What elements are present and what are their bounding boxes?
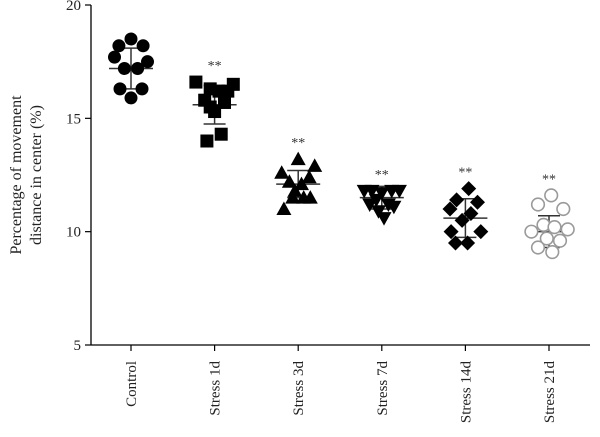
- point-stress-21d: [552, 233, 568, 248]
- point-stress-21d: [547, 220, 562, 235]
- point-stress-3d: [307, 158, 323, 172]
- x-tick-label-stress-1d: Stress 1d: [208, 361, 224, 416]
- point-control: [124, 91, 138, 105]
- point-stress-21d: [545, 244, 560, 260]
- point-control: [136, 39, 150, 53]
- point-stress-14d: [461, 181, 477, 197]
- significance-label-stress-14d: **: [458, 166, 472, 181]
- point-stress-14d: [470, 194, 485, 210]
- point-control: [112, 39, 126, 53]
- point-stress-14d: [463, 206, 479, 222]
- point-stress-14d: [473, 224, 489, 240]
- point-stress-21d: [539, 231, 554, 246]
- significance-label-stress-1d: **: [208, 59, 222, 74]
- significance-labels: ** ** ** ** **: [208, 59, 556, 187]
- y-axis-label-line-2: distance in center (%): [28, 105, 45, 245]
- point-control: [117, 61, 131, 75]
- summary-lines: [109, 47, 571, 249]
- x-tick-label-stress-21d: Stress 21d: [542, 361, 558, 424]
- point-stress-14d: [449, 192, 465, 208]
- y-tick-label: 15: [66, 111, 81, 127]
- x-tick-label-control: Control: [124, 361, 140, 407]
- point-stress-3d: [281, 174, 297, 188]
- x-tick-label-stress-3d: Stress 3d: [291, 361, 307, 416]
- point-stress-3d: [290, 151, 306, 166]
- point-stress-3d: [276, 201, 292, 215]
- point-stress-1d: [208, 105, 222, 119]
- point-stress-3d: [274, 165, 290, 179]
- point-stress-7d: [362, 198, 378, 212]
- y-axis-label-line-1: Percentage of movement: [8, 95, 25, 255]
- point-stress-14d: [460, 235, 476, 251]
- point-stress-21d: [530, 197, 546, 212]
- point-control: [108, 50, 121, 64]
- y-tick-label: 5: [74, 338, 82, 354]
- point-stress-1d: [200, 134, 214, 148]
- x-tick-label-stress-14d: Stress 14d: [458, 361, 474, 424]
- point-stress-7d: [386, 200, 402, 215]
- point-stress-3d: [294, 176, 309, 191]
- x-tick-label-stress-7d: Stress 7d: [375, 361, 391, 416]
- point-stress-21d: [556, 201, 571, 217]
- point-stress-7d: [368, 193, 384, 208]
- point-control: [113, 82, 127, 96]
- axes: [90, 5, 590, 346]
- point-control: [135, 82, 149, 96]
- y-tick-label: 20: [66, 0, 81, 14]
- significance-label-stress-3d: **: [291, 136, 305, 151]
- x-ticks: Control Stress 1d Stress 3d Stress 7d Stress…: [124, 345, 558, 423]
- significance-label-stress-21d: **: [542, 172, 556, 187]
- point-stress-3d: [296, 190, 312, 204]
- point-stress-1d: [221, 84, 235, 98]
- y-tick-label: 10: [66, 225, 81, 241]
- point-stress-3d: [285, 190, 301, 204]
- significance-label-stress-7d: **: [375, 168, 389, 183]
- point-stress-7d: [391, 184, 407, 199]
- point-stress-1d: [214, 127, 228, 141]
- point-stress-21d: [530, 240, 546, 255]
- y-ticks: 5 10 15 20: [66, 0, 91, 354]
- point-stress-1d: [189, 75, 203, 89]
- point-stress-14d: [442, 201, 458, 217]
- y-axis-label: Percentage of movement distance in cente…: [8, 95, 45, 255]
- point-stress-21d: [524, 224, 539, 239]
- point-stress-7d: [371, 205, 386, 219]
- point-control: [131, 61, 145, 75]
- point-stress-7d: [376, 212, 392, 226]
- point-control: [141, 55, 154, 69]
- point-stress-1d: [218, 95, 231, 109]
- point-stress-14d: [443, 224, 459, 240]
- point-stress-14d: [454, 212, 470, 228]
- point-stress-7d: [374, 187, 390, 201]
- data-points: [108, 32, 575, 260]
- point-stress-21d: [560, 222, 575, 237]
- point-control: [124, 32, 138, 46]
- point-stress-21d: [544, 188, 559, 203]
- point-stress-14d: [448, 235, 463, 251]
- point-stress-3d: [301, 169, 317, 184]
